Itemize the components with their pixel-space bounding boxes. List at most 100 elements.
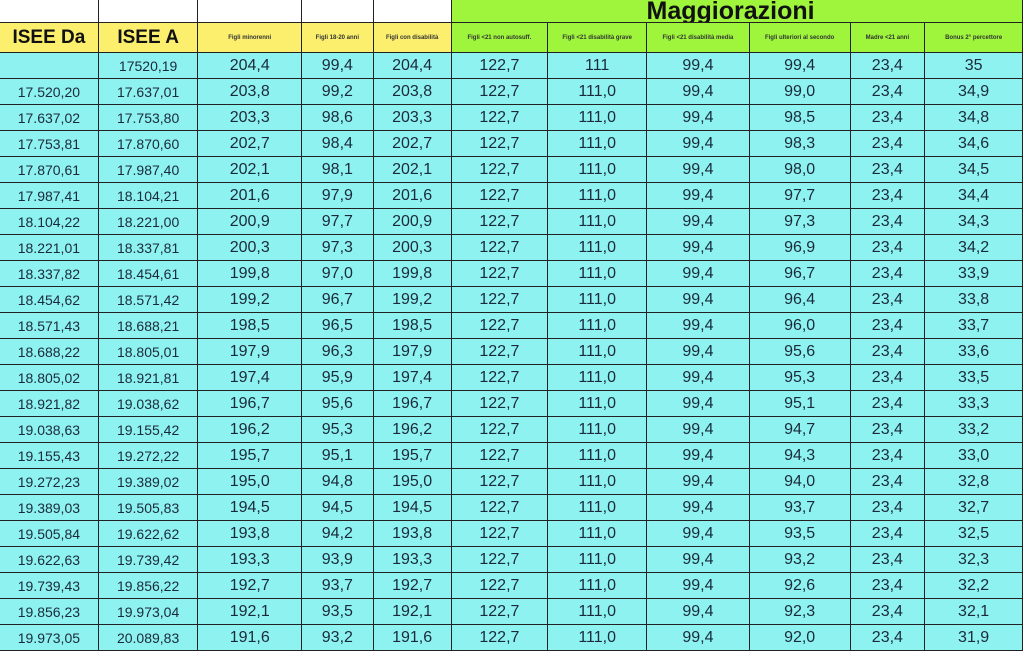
blank-header-cell xyxy=(97,0,199,23)
table-cell: 193,3 xyxy=(197,546,302,573)
table-cell: 18.221,01 xyxy=(0,234,99,261)
table-cell: 193,8 xyxy=(372,520,452,547)
table-row: 18.221,01 18.337,81 200,3 97,3 200,3 122,7 111… xyxy=(0,234,1023,261)
header-row-top: Maggiorazioni xyxy=(0,0,1024,23)
table-row: 19.272,23 19.389,02 195,0 94,8 195,0 122,7 111… xyxy=(0,468,1023,495)
table-cell: 97,7 xyxy=(748,182,851,209)
table-cell: 199,8 xyxy=(197,260,302,287)
table-cell: 94,0 xyxy=(748,468,851,495)
table-cell: 196,7 xyxy=(372,390,452,417)
table-cell: 99,4 xyxy=(646,52,750,79)
table-cell: 17.870,61 xyxy=(0,156,99,183)
table-cell: 33,6 xyxy=(924,338,1023,365)
table-row: 19.155,43 19.272,22 195,7 95,1 195,7 122,7 111… xyxy=(0,442,1023,469)
table-cell: 18.688,22 xyxy=(0,338,99,365)
table-cell: 95,1 xyxy=(300,442,374,469)
table-cell: 33,8 xyxy=(924,286,1023,313)
table-cell: 23,4 xyxy=(849,182,926,209)
table-cell: 99,4 xyxy=(646,624,750,651)
table-cell: 197,9 xyxy=(197,338,302,365)
table-cell: 99,4 xyxy=(646,572,750,599)
table-cell: 23,4 xyxy=(849,572,926,599)
table-cell: 94,3 xyxy=(748,442,851,469)
table-cell: 33,0 xyxy=(924,442,1023,469)
table-cell: 191,6 xyxy=(372,624,452,651)
table-cell: 97,0 xyxy=(300,260,374,287)
table-cell: 19.389,02 xyxy=(97,468,199,495)
table-cell: 96,4 xyxy=(748,286,851,313)
table-cell: 23,4 xyxy=(849,494,926,521)
table-cell: 111,0 xyxy=(547,208,648,235)
table-cell: 195,7 xyxy=(197,442,302,469)
table-row: 18.688,22 18.805,01 197,9 96,3 197,9 122,7 111… xyxy=(0,338,1023,365)
column-header: Figli con disabilità xyxy=(372,22,452,53)
table-cell: 201,6 xyxy=(197,182,302,209)
table-cell: 122,7 xyxy=(450,572,549,599)
isee-table: Maggiorazioni ISEE Da ISEE A Figli minoren… xyxy=(0,0,1024,651)
table-cell: 99,4 xyxy=(646,182,750,209)
maggiorazioni-title: Maggiorazioni xyxy=(450,0,1024,23)
table-cell: 18.921,81 xyxy=(97,364,199,391)
column-header: ISEE Da xyxy=(0,22,99,53)
table-cell: 197,4 xyxy=(197,364,302,391)
table-cell: 17.637,01 xyxy=(97,78,199,105)
table-cell: 111,0 xyxy=(547,390,648,417)
table-cell: 32,7 xyxy=(924,494,1023,521)
table-cell: 18.454,61 xyxy=(97,260,199,287)
table-cell: 200,3 xyxy=(197,234,302,261)
table-row: 17.870,61 17.987,40 202,1 98,1 202,1 122,7 111… xyxy=(0,156,1023,183)
table-cell: 18.805,02 xyxy=(0,364,99,391)
table-cell: 99,4 xyxy=(646,156,750,183)
table-row: 19.856,23 19.973,04 192,1 93,5 192,1 122,7 111… xyxy=(0,598,1023,625)
table-cell: 194,5 xyxy=(197,494,302,521)
table-cell: 198,5 xyxy=(372,312,452,339)
table-row: 18.921,82 19.038,62 196,7 95,6 196,7 122,7 111… xyxy=(0,390,1023,417)
table-cell: 17.870,60 xyxy=(97,130,199,157)
table-row: 18.805,02 18.921,81 197,4 95,9 197,4 122,7 111… xyxy=(0,364,1023,391)
table-cell: 192,7 xyxy=(372,572,452,599)
table-cell: 99,4 xyxy=(646,442,750,469)
table-cell: 111,0 xyxy=(547,234,648,261)
table-cell: 111,0 xyxy=(547,286,648,313)
table-cell: 111,0 xyxy=(547,104,648,131)
table-cell: 18.221,00 xyxy=(97,208,199,235)
table-cell: 18.805,01 xyxy=(97,338,199,365)
table-cell: 122,7 xyxy=(450,182,549,209)
table-cell: 19.038,62 xyxy=(97,390,199,417)
table-cell: 93,7 xyxy=(300,572,374,599)
table-cell: 122,7 xyxy=(450,468,549,495)
table-cell: 99,4 xyxy=(646,546,750,573)
table-cell: 23,4 xyxy=(849,78,926,105)
table-cell: 18.921,82 xyxy=(0,390,99,417)
table-row: 17.753,81 17.870,60 202,7 98,4 202,7 122,7 111… xyxy=(0,130,1023,157)
table-cell: 19.856,22 xyxy=(97,572,199,599)
table-cell: 18.454,62 xyxy=(0,286,99,313)
table-cell: 94,8 xyxy=(300,468,374,495)
table-cell: 98,3 xyxy=(748,130,851,157)
table-cell: 94,5 xyxy=(300,494,374,521)
table-cell: 97,9 xyxy=(300,182,374,209)
table-cell: 19.389,03 xyxy=(0,494,99,521)
table-cell: 94,2 xyxy=(300,520,374,547)
table-cell: 99,4 xyxy=(646,494,750,521)
table-row: 19.038,63 19.155,42 196,2 95,3 196,2 122,7 111… xyxy=(0,416,1023,443)
table-cell: 95,9 xyxy=(300,364,374,391)
table-cell: 17.987,40 xyxy=(97,156,199,183)
table-cell: 23,4 xyxy=(849,390,926,417)
table-cell: 198,5 xyxy=(197,312,302,339)
table-cell: 200,9 xyxy=(372,208,452,235)
table-cell: 195,0 xyxy=(197,468,302,495)
table-cell: 93,2 xyxy=(300,624,374,651)
table-cell: 122,7 xyxy=(450,364,549,391)
table-cell: 95,6 xyxy=(300,390,374,417)
column-header: Madre <21 anni xyxy=(849,22,926,53)
table-cell: 122,7 xyxy=(450,338,549,365)
table-cell: 34,3 xyxy=(924,208,1023,235)
table-cell: 23,4 xyxy=(849,208,926,235)
table-cell: 111 xyxy=(547,52,648,79)
blank-header-cell xyxy=(372,0,452,23)
table-cell: 19.272,22 xyxy=(97,442,199,469)
table-cell: 23,4 xyxy=(849,312,926,339)
table-cell: 122,7 xyxy=(450,546,549,573)
table-cell: 200,9 xyxy=(197,208,302,235)
